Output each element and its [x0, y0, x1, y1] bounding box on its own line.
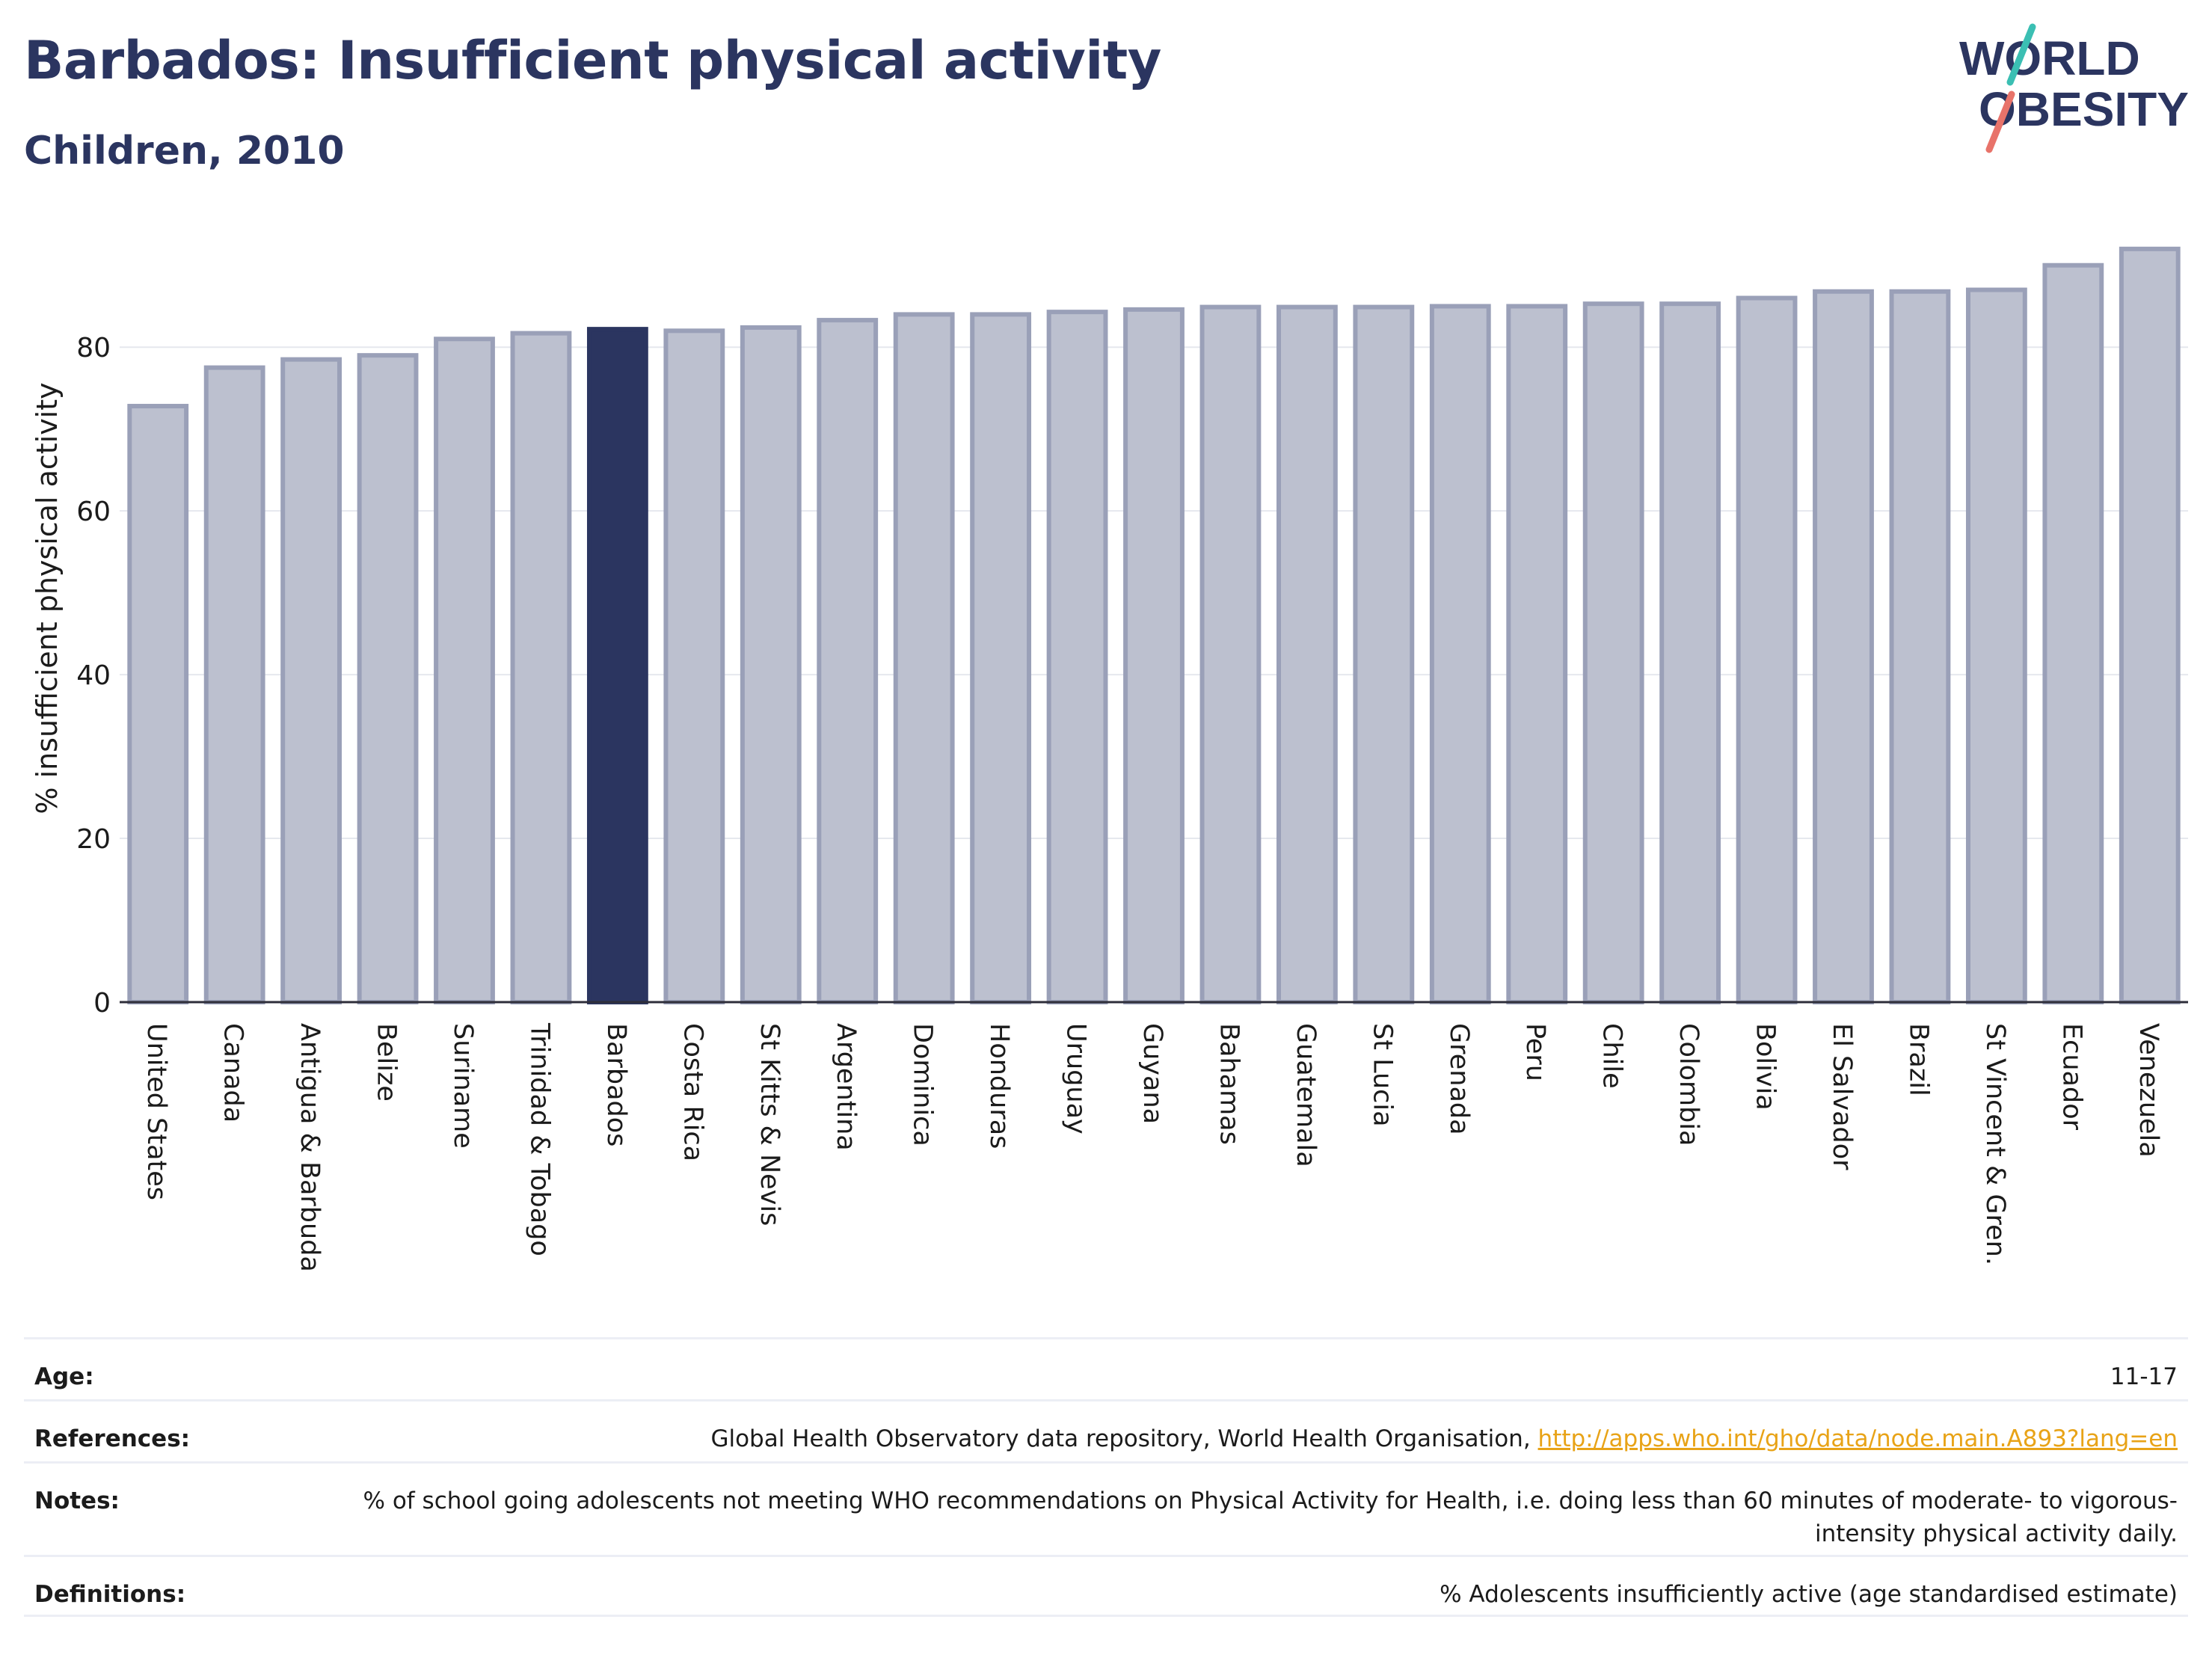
y-tick-labels: 0 20 40 60 80: [76, 333, 111, 1019]
bar: [1506, 304, 1568, 1004]
x-tick-label: Costa Rica: [678, 1023, 707, 1161]
bar: [1813, 289, 1874, 1004]
x-tick-label: Barbados: [601, 1023, 631, 1146]
age-value: 11-17: [2110, 1363, 2178, 1390]
y-axis-label: % insufficient physical activity: [31, 382, 64, 814]
world-obesity-logo: WORLD OBESITY: [1959, 23, 2189, 153]
x-tick-label: Colombia: [1674, 1023, 1703, 1146]
bar: [893, 312, 955, 1004]
bar: [127, 404, 189, 1004]
bar: [357, 353, 419, 1004]
x-tick-label: Honduras: [984, 1023, 1014, 1149]
bar: [1736, 295, 1798, 1004]
bar: [2042, 262, 2104, 1005]
info-table: Age: 11-17 References: Global Health Obs…: [24, 1337, 2188, 1617]
x-tick-label: Peru: [1520, 1023, 1550, 1081]
references-value: Global Health Observatory data repositor…: [710, 1422, 2178, 1455]
x-tick-label: St Lucia: [1367, 1023, 1397, 1127]
x-tick-label: Trinidad & Tobago: [524, 1022, 554, 1256]
x-tick-label: Chile: [1597, 1023, 1627, 1089]
bar: [1429, 304, 1491, 1004]
x-tick-label: Grenada: [1444, 1023, 1474, 1135]
info-row-notes: Notes: % of school going adolescents not…: [24, 1461, 2188, 1555]
bar: [1659, 301, 1721, 1005]
bar: [203, 365, 265, 1005]
x-tick-label: Belize: [372, 1023, 402, 1102]
x-tick-label: Brazil: [1903, 1023, 1933, 1096]
x-tick-label: Guyana: [1137, 1023, 1167, 1124]
bar: [434, 337, 495, 1004]
x-tick-label: United States: [141, 1023, 171, 1200]
y-tick-label: 60: [76, 497, 111, 527]
x-tick-label: Guatemala: [1291, 1023, 1321, 1167]
x-tick-label: Argentina: [831, 1023, 861, 1151]
references-label: References:: [34, 1425, 191, 1452]
x-tick-label: St Vincent & Gren.: [1980, 1023, 2010, 1265]
logo-line-2: OBESITY: [1979, 82, 2189, 136]
bar: [510, 331, 572, 1005]
x-tick-label: El Salvador: [1827, 1023, 1857, 1170]
logo-teal-stroke: [2006, 23, 2036, 86]
references-text: Global Health Observatory data repositor…: [710, 1425, 1538, 1452]
x-tick-label: Uruguay: [1061, 1023, 1091, 1134]
bar: [1199, 304, 1262, 1004]
bar: [970, 312, 1032, 1004]
bar: [1965, 287, 2027, 1005]
bar: [280, 357, 342, 1004]
bar: [1889, 289, 1951, 1004]
notes-value: % of school going adolescents not meetin…: [363, 1487, 2178, 1547]
bar: [740, 325, 802, 1004]
definitions-value: % Adolescents insufficiently active (age…: [1440, 1581, 2178, 1608]
x-tick-label: Bahamas: [1214, 1023, 1244, 1145]
page-title: Barbados: Insufficient physical activity: [24, 30, 1161, 91]
y-tick-label: 0: [93, 988, 111, 1019]
bar: [1353, 304, 1415, 1004]
y-tick-label: 40: [76, 660, 111, 691]
bar: [1276, 304, 1338, 1004]
x-tick-label: Dominica: [908, 1023, 938, 1146]
bar: [1123, 307, 1185, 1004]
bar: [2119, 246, 2181, 1004]
x-tick-label: Suriname: [448, 1023, 478, 1149]
logo-coral-stroke: [1985, 90, 2015, 153]
bar-chart: 0 20 40 60 80 United States Canada Antigua & B…: [31, 246, 2188, 1272]
x-tick-label: Ecuador: [2056, 1023, 2086, 1131]
info-row-age: Age: 11-17: [24, 1337, 2188, 1399]
x-tick-labels: United States Canada Antigua & Barbuda Beli…: [141, 1022, 2163, 1272]
page-subtitle: Children, 2010: [24, 129, 345, 174]
notes-label: Notes:: [34, 1487, 120, 1514]
definitions-label: Definitions:: [34, 1581, 186, 1608]
x-tick-label: Venezuela: [2133, 1023, 2163, 1158]
bar: [817, 318, 879, 1004]
info-row-references: References: Global Health Observatory da…: [24, 1399, 2188, 1461]
y-tick-label: 20: [76, 824, 111, 855]
bar: [1046, 310, 1108, 1004]
x-tick-label: Canada: [218, 1023, 248, 1123]
age-label: Age:: [34, 1363, 94, 1390]
x-tick-label: Bolivia: [1751, 1023, 1781, 1111]
x-tick-label: St Kitts & Nevis: [755, 1023, 784, 1226]
bar: [1582, 301, 1644, 1005]
logo-line-1: WORLD: [1959, 31, 2140, 85]
bar: [663, 328, 725, 1004]
bars: [127, 246, 2181, 1005]
info-row-definitions: Definitions: % Adolescents insufficientl…: [24, 1555, 2188, 1617]
references-link[interactable]: http://apps.who.int/gho/data/node.main.A…: [1537, 1425, 2178, 1452]
y-tick-label: 80: [76, 333, 111, 363]
x-tick-label: Antigua & Barbuda: [295, 1023, 325, 1272]
bar: [586, 327, 648, 1004]
